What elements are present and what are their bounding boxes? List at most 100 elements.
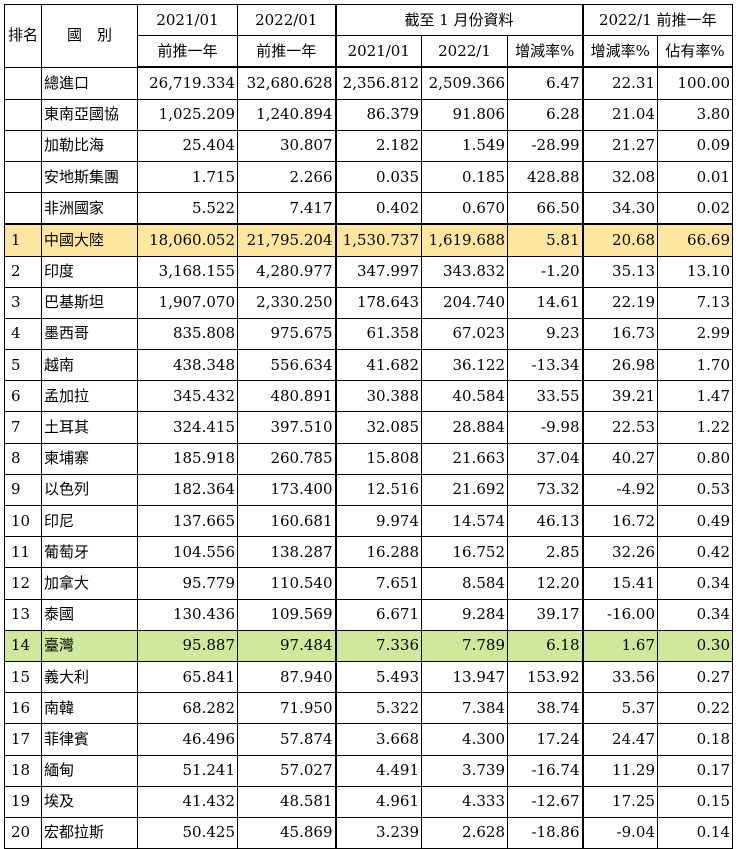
jan-2022-value: 3.739 xyxy=(421,754,508,787)
table-row: 1 中國大陸 18,060.052 21,795.204 1,530.737 1,619.… xyxy=(4,223,733,257)
trailing-2022-value: 2.266 xyxy=(237,160,336,194)
trailing-2021-value: 3,168.155 xyxy=(137,255,238,288)
trailing-2021-value: 1,907.070 xyxy=(137,286,238,319)
table-row: 總進口 26,719.334 32,680.628 2,356.812 2,509.36… xyxy=(4,66,733,100)
jan-2021-value: 178.643 xyxy=(334,286,422,319)
rank-cell xyxy=(4,66,42,100)
table-row: 加勒比海 25.404 30.807 2.182 1.549 -28.99 21.27 0.0… xyxy=(4,129,733,162)
trailing-change-value: 21.27 xyxy=(582,129,658,162)
jan-2021-value: 16.288 xyxy=(334,536,422,569)
rank-cell: 3 xyxy=(4,286,42,319)
rank-cell: 18 xyxy=(4,754,42,787)
trailing-2021-value: 324.415 xyxy=(137,411,238,444)
table-row: 東南亞國協 1,025.209 1,240.894 86.379 91.806 6.28 2… xyxy=(4,98,733,131)
jan-change-value: 39.17 xyxy=(507,598,584,631)
trailing-2022-value: 21,795.204 xyxy=(237,223,336,257)
jan-2021-value: 1,530.737 xyxy=(334,223,422,257)
trailing-change-value: -4.92 xyxy=(582,473,658,507)
table-row: 3 巴基斯坦 1,907.070 2,330.250 178.643 204.740 14.… xyxy=(4,286,733,319)
trailing-change-value: 5.37 xyxy=(582,692,658,725)
share-value: 0.18 xyxy=(657,723,733,756)
trailing-change-value: 34.30 xyxy=(582,192,658,226)
jan-2021-value: 0.402 xyxy=(334,192,422,226)
trailing-2022-value: 260.785 xyxy=(237,442,336,475)
trailing-2021-value: 5.522 xyxy=(137,192,238,226)
country-cell: 巴基斯坦 xyxy=(41,286,138,319)
jan-2022-value: 40.584 xyxy=(421,380,508,413)
share-value: 2.99 xyxy=(657,317,733,351)
trailing-change-value: 32.26 xyxy=(582,536,658,569)
trailing-change-value: 16.72 xyxy=(582,504,658,538)
jan-change-value: 46.13 xyxy=(507,504,584,538)
share-value: 1.47 xyxy=(657,380,733,413)
trailing-change-value: 17.25 xyxy=(582,785,658,818)
country-cell: 柬埔寨 xyxy=(41,442,138,475)
share-value: 100.00 xyxy=(657,66,733,100)
rank-cell: 8 xyxy=(4,442,42,475)
country-cell: 中國大陸 xyxy=(41,223,138,257)
trailing-2022-value: 32,680.628 xyxy=(237,66,336,100)
jan-2022-value: 13.947 xyxy=(421,660,508,694)
table-row: 5 越南 438.348 556.634 41.682 36.122 -13.34 26.98… xyxy=(4,349,733,382)
rank-cell: 11 xyxy=(4,536,42,569)
country-cell: 土耳其 xyxy=(41,411,138,444)
col-2022-header-line2: 前推一年 xyxy=(237,35,336,69)
table-row: 14 臺灣 95.887 97.484 7.336 7.789 6.18 1.67 0.30 xyxy=(4,629,733,662)
share-value: 0.15 xyxy=(657,785,733,818)
jan-change-header: 增減率% xyxy=(507,35,584,69)
jan-change-value: -13.34 xyxy=(507,349,584,382)
country-cell: 臺灣 xyxy=(41,629,138,662)
share-value: 7.13 xyxy=(657,286,733,319)
jan-2021-value: 7.651 xyxy=(334,567,422,600)
jan-2021-value: 0.035 xyxy=(334,160,422,194)
share-value: 0.42 xyxy=(657,536,733,569)
jan-2022-value: 21.663 xyxy=(421,442,508,475)
jan-change-value: 12.20 xyxy=(507,567,584,600)
rank-cell xyxy=(4,160,42,194)
country-cell: 義大利 xyxy=(41,660,138,694)
share-value: 66.69 xyxy=(657,223,733,257)
country-header: 國 別 xyxy=(41,4,138,68)
jan-2021-value: 9.974 xyxy=(334,504,422,538)
jan-2021-value: 12.516 xyxy=(334,473,422,507)
trailing-change-header: 增減率% xyxy=(582,35,658,69)
share-value: 0.53 xyxy=(657,473,733,507)
jan-change-value: 6.18 xyxy=(507,629,584,662)
trailing-2022-value: 57.874 xyxy=(237,723,336,756)
jan-2022-value: 343.832 xyxy=(421,255,508,288)
trailing-2021-value: 182.364 xyxy=(137,473,238,507)
jan-2021-value: 3.668 xyxy=(334,723,422,756)
share-value: 0.80 xyxy=(657,442,733,475)
jan-change-value: 9.23 xyxy=(507,317,584,351)
trailing-2021-value: 438.348 xyxy=(137,349,238,382)
country-cell: 加勒比海 xyxy=(41,129,138,162)
jan-change-value: 6.28 xyxy=(507,98,584,131)
trailing-change-value: 11.29 xyxy=(582,754,658,787)
trailing-2021-value: 51.241 xyxy=(137,754,238,787)
trailing-2022-value: 138.287 xyxy=(237,536,336,569)
jan-2022-value: 4.300 xyxy=(421,723,508,756)
jan-2022-value: 16.752 xyxy=(421,536,508,569)
rank-cell: 12 xyxy=(4,567,42,600)
rank-cell: 6 xyxy=(4,380,42,413)
trailing-2022-value: 1,240.894 xyxy=(237,98,336,131)
table-row: 18 緬甸 51.241 57.027 4.491 3.739 -16.74 11.29 0.1… xyxy=(4,754,733,787)
trailing-2022-value: 110.540 xyxy=(237,567,336,600)
table-row: 17 菲律賓 46.496 57.874 3.668 4.300 17.24 24.47 0.1… xyxy=(4,723,733,756)
trailing-change-value: 35.13 xyxy=(582,255,658,288)
trailing-2021-value: 137.665 xyxy=(137,504,238,538)
trailing-2021-value: 1.715 xyxy=(137,160,238,194)
country-cell: 越南 xyxy=(41,349,138,382)
rank-cell: 9 xyxy=(4,473,42,507)
share-value: 0.30 xyxy=(657,629,733,662)
rank-cell: 16 xyxy=(4,692,42,725)
jan-2022-header: 2022/1 xyxy=(421,35,508,69)
country-cell: 印度 xyxy=(41,255,138,288)
share-value: 3.80 xyxy=(657,98,733,131)
country-cell: 以色列 xyxy=(41,473,138,507)
jan-change-value: 73.32 xyxy=(507,473,584,507)
trailing-2021-value: 95.779 xyxy=(137,567,238,600)
trailing-2022-value: 4,280.977 xyxy=(237,255,336,288)
trailing-2022-value: 2,330.250 xyxy=(237,286,336,319)
jan-change-value: -9.98 xyxy=(507,411,584,444)
